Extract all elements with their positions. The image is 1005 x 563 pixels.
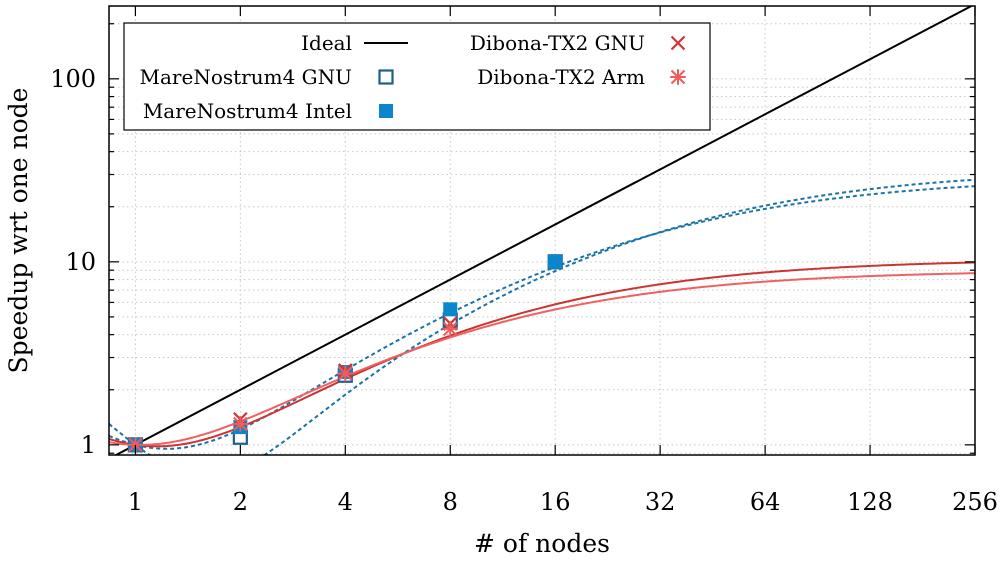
legend-box bbox=[123, 22, 711, 131]
x-tick-label: 16 bbox=[540, 488, 571, 516]
fit-curve-marenostrum4-intel bbox=[109, 185, 975, 450]
cross-stroke bbox=[670, 35, 686, 51]
x-tick-label: 128 bbox=[847, 488, 893, 516]
fit-curve-marenostrum4-gnu bbox=[109, 178, 975, 455]
data-point-dibona-tx2-arm bbox=[232, 416, 249, 432]
legend-label-marenostrum4-gnu: MareNostrum4 GNU bbox=[140, 65, 352, 89]
x-tick-label: 4 bbox=[338, 488, 353, 516]
data-point-marenostrum4-intel bbox=[443, 302, 458, 317]
y-tick-label: 10 bbox=[65, 248, 96, 276]
fit-curve-dibona-tx2-arm bbox=[109, 272, 975, 446]
x-tick-label: 8 bbox=[443, 488, 458, 516]
plot-frame bbox=[108, 5, 976, 456]
data-point-dibona-tx2-arm bbox=[337, 365, 354, 382]
x-tick-label: 2 bbox=[233, 488, 248, 516]
x-axis-title: # of nodes bbox=[474, 529, 610, 558]
legend-label-dibona-tx2-gnu: Dibona-TX2 GNU bbox=[470, 31, 645, 55]
axis-ticks bbox=[109, 6, 976, 455]
x-tick-label: 64 bbox=[750, 488, 781, 516]
x-tick-label: 1 bbox=[128, 488, 143, 516]
legend-label-dibona-tx2-arm: Dibona-TX2 Arm bbox=[477, 65, 645, 89]
legend-sample-dibona-tx2-arm bbox=[670, 69, 686, 85]
y-tick-label: 100 bbox=[50, 65, 96, 93]
data-point-marenostrum4-intel bbox=[548, 254, 563, 269]
legend-sample-marenostrum4-intel bbox=[379, 104, 393, 118]
ideal-line bbox=[113, 6, 974, 455]
x-tick-label: 256 bbox=[952, 488, 998, 516]
legend: Ideal MareNostrum4 GNU MareNostrum4 Inte… bbox=[123, 22, 711, 131]
y-tick-label: 1 bbox=[81, 431, 96, 459]
legend-sample-dibona-tx2-gnu bbox=[670, 35, 686, 51]
data-markers bbox=[127, 254, 563, 453]
tick-labels: 1 2 4 8 16 32 64 128 256 1 10 100 bbox=[50, 65, 998, 516]
fit-curve-dibona-tx2-gnu bbox=[109, 261, 975, 448]
legend-sample-marenostrum4-gnu bbox=[378, 69, 394, 85]
legend-label-ideal: Ideal bbox=[301, 31, 352, 55]
fit-curves bbox=[109, 6, 975, 455]
y-axis-title: Speedup wrt one node bbox=[4, 88, 33, 374]
legend-label-marenostrum4-intel: MareNostrum4 Intel bbox=[143, 99, 352, 123]
x-tick-label: 32 bbox=[645, 488, 676, 516]
legend-samples bbox=[364, 35, 686, 118]
data-point-dibona-tx2-arm bbox=[442, 321, 459, 337]
data-point-dibona-tx2-arm bbox=[127, 437, 144, 453]
